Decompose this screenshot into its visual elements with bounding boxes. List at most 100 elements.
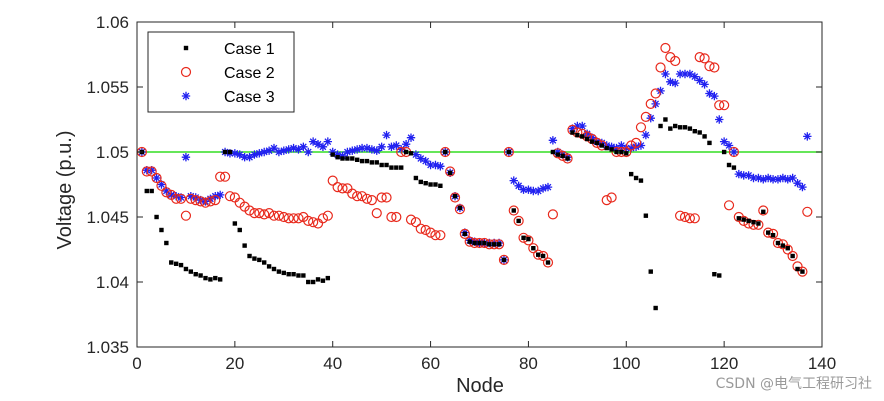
data-point [288, 213, 299, 224]
data-point [340, 156, 345, 161]
data-point [210, 195, 221, 206]
data-point [744, 171, 753, 180]
data-point [797, 266, 808, 277]
data-point [188, 269, 194, 274]
data-point [186, 192, 196, 201]
data-point [376, 192, 387, 203]
data-point [367, 145, 377, 154]
data-point [661, 69, 670, 79]
data-point [565, 156, 570, 161]
data-point [601, 195, 612, 206]
data-point [699, 53, 710, 64]
data-point [208, 277, 213, 282]
x-tick-label: 120 [710, 354, 738, 373]
y-tick-label: 1.045 [86, 208, 129, 227]
data-point [364, 158, 370, 164]
data-point [286, 272, 291, 277]
data-point [366, 195, 377, 206]
data-point [545, 260, 551, 265]
data-point [521, 235, 526, 240]
data-point [719, 137, 729, 146]
legend-entry: Case 2 [180, 65, 275, 82]
data-point [338, 151, 347, 161]
data-point [240, 153, 249, 162]
data-point [379, 162, 384, 168]
data-point [785, 246, 790, 251]
data-point [739, 171, 748, 180]
data-point [496, 242, 502, 247]
data-point [333, 150, 342, 159]
data-point [410, 217, 421, 228]
data-point [719, 100, 730, 111]
data-point [580, 134, 585, 139]
legend-label: Case 2 [224, 65, 275, 82]
data-point [317, 213, 329, 224]
data-point [800, 269, 805, 274]
data-point [343, 147, 352, 157]
data-point [421, 156, 430, 166]
data-point [538, 184, 548, 193]
data-point [219, 171, 231, 182]
data-point [454, 204, 466, 215]
data-point [274, 147, 284, 157]
legend-marker [183, 45, 189, 51]
data-point [633, 175, 639, 181]
data-point [164, 240, 169, 246]
y-tick-label: 1.05 [96, 143, 129, 162]
data-point [250, 150, 259, 159]
data-point [283, 213, 294, 224]
data-point [679, 211, 691, 223]
data-point [146, 166, 157, 177]
data-point [178, 262, 184, 268]
data-point [746, 218, 751, 224]
data-point [418, 179, 423, 185]
data-point [200, 197, 211, 208]
data-point [361, 193, 373, 204]
data-point [369, 160, 375, 165]
legend-entry: Case 3 [181, 89, 275, 106]
data-point [753, 219, 764, 230]
data-point [269, 143, 279, 153]
data-point [482, 240, 487, 246]
data-point [550, 149, 556, 155]
data-point [606, 192, 617, 203]
data-point [310, 279, 316, 285]
data-point [169, 260, 174, 265]
data-point [529, 186, 538, 196]
data-point [159, 227, 164, 233]
data-point [712, 272, 717, 277]
data-point [260, 147, 269, 157]
data-point [704, 61, 715, 72]
data-point [666, 77, 675, 86]
data-point [555, 152, 560, 157]
data-point [215, 171, 226, 182]
data-point [406, 133, 416, 142]
data-point [640, 111, 651, 123]
legend-label: Case 3 [224, 89, 275, 106]
data-point [293, 213, 304, 224]
data-point [262, 260, 267, 265]
data-point [519, 185, 528, 194]
data-point [235, 150, 244, 159]
data-point [162, 186, 171, 196]
data-point [568, 124, 577, 133]
data-point [626, 143, 636, 153]
data-point [643, 213, 649, 218]
data-point [352, 145, 362, 154]
data-point [658, 123, 663, 129]
y-tick-label: 1.06 [96, 13, 129, 32]
data-point [578, 121, 587, 131]
data-point [526, 236, 531, 242]
x-tick-label: 80 [519, 354, 538, 373]
data-point [445, 166, 456, 177]
data-point [308, 217, 319, 228]
data-point [477, 240, 482, 246]
data-point [279, 146, 288, 155]
plot-frame [136, 21, 823, 348]
data-point [276, 269, 282, 274]
data-point [382, 130, 391, 140]
data-point [596, 140, 607, 151]
series-case-1 [139, 117, 805, 311]
data-point [770, 233, 776, 238]
data-point [723, 200, 735, 211]
